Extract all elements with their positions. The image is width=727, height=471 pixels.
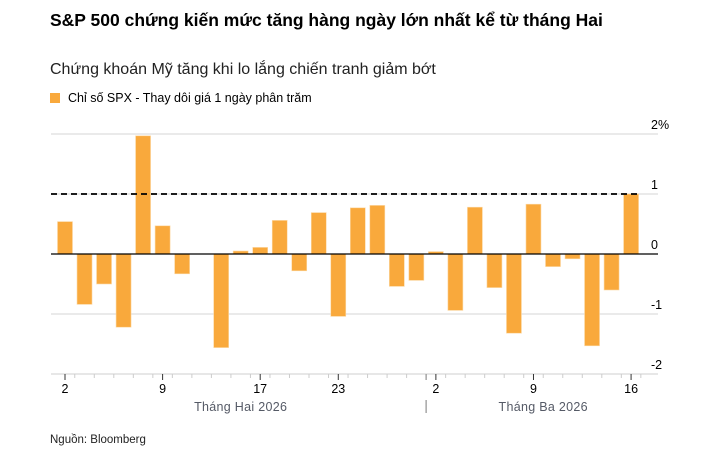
bar-2026-02-26 bbox=[389, 253, 405, 287]
bar-2026-02-10 bbox=[174, 253, 190, 275]
bar-2026-03-06 bbox=[506, 253, 522, 334]
y-tick-label: 1 bbox=[651, 178, 658, 192]
y-tick-label: -2 bbox=[651, 358, 662, 372]
bar-2026-02-04 bbox=[96, 253, 112, 285]
y-tick-label: 0 bbox=[651, 238, 658, 252]
bar-2026-02-20 bbox=[310, 212, 327, 255]
bar-2026-03-10 bbox=[545, 253, 561, 267]
bar-2026-03-05 bbox=[486, 253, 503, 288]
bar-2026-02-09 bbox=[154, 225, 171, 255]
x-tick-label: 16 bbox=[624, 382, 638, 396]
bar-2026-03-16 bbox=[623, 193, 639, 255]
month-label: Tháng Hai 2026 bbox=[194, 400, 287, 414]
bar-2026-03-04 bbox=[467, 206, 483, 255]
x-tick-label: 2 bbox=[62, 382, 69, 396]
x-tick-label: 17 bbox=[253, 382, 267, 396]
bar-2026-02-27 bbox=[408, 253, 425, 281]
bar-2026-02-17 bbox=[252, 247, 268, 255]
legend-swatch bbox=[50, 93, 60, 103]
bar-2026-02-03 bbox=[76, 253, 93, 305]
bar-2026-02-18 bbox=[271, 220, 288, 255]
x-tick-label: 23 bbox=[331, 382, 345, 396]
bar-2026-02-24 bbox=[349, 207, 366, 255]
bar-2026-02-02 bbox=[57, 221, 73, 255]
chart-title: S&P 500 chứng kiến mức tăng hàng ngày lớ… bbox=[50, 10, 603, 30]
legend: Chỉ số SPX - Thay dôi giá 1 ngày phân tr… bbox=[50, 91, 312, 105]
bar-2026-02-12 bbox=[213, 253, 229, 348]
bar-2026-02-05 bbox=[115, 253, 132, 328]
chart-subtitle: Chứng khoán Mỹ tăng khi lo lắng chiến tr… bbox=[50, 61, 436, 78]
legend-label: Chỉ số SPX - Thay dôi giá 1 ngày phân tr… bbox=[68, 91, 312, 105]
month-label: Tháng Ba 2026 bbox=[499, 400, 588, 414]
source-note: Nguồn: Bloomberg bbox=[50, 434, 146, 446]
bar-2026-03-11 bbox=[564, 253, 581, 260]
bar-2026-02-19 bbox=[291, 253, 308, 272]
bar-2026-03-12 bbox=[584, 253, 600, 347]
bar-2026-03-03 bbox=[447, 253, 464, 311]
bar-2026-03-13 bbox=[603, 253, 620, 291]
x-tick-label: 2 bbox=[432, 382, 439, 396]
x-tick-label: 9 bbox=[530, 382, 537, 396]
y-tick-label: 2% bbox=[651, 118, 669, 132]
bar-2026-02-25 bbox=[369, 205, 386, 255]
y-tick-label: -1 bbox=[651, 298, 662, 312]
bar-2026-03-09 bbox=[525, 203, 542, 255]
bar-2026-02-23 bbox=[330, 253, 347, 317]
x-tick-label: 9 bbox=[159, 382, 166, 396]
